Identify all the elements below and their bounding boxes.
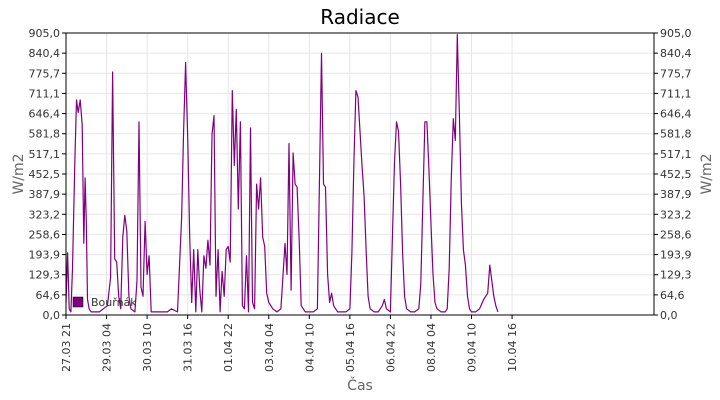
y-tick-label-right: 775,7 [660, 67, 692, 80]
legend-label: Bouřňák [91, 296, 137, 309]
plot-frame [65, 32, 655, 316]
x-tick-label: 01.04 22 [222, 323, 235, 372]
y-tick-label-right: 387,9 [660, 188, 692, 201]
x-tick-label: 06.04 22 [384, 323, 397, 372]
y-tick-label-right: 193,9 [660, 249, 692, 262]
y-tick-label-left: 517,1 [29, 148, 61, 161]
y-tick-label-right: 323,2 [660, 208, 692, 221]
y-tick-label-left: 323,2 [29, 208, 61, 221]
legend: Bouřňák [72, 296, 137, 309]
series-line [65, 33, 499, 313]
y-tick-label-left: 0,0 [43, 309, 61, 322]
y-tick-label-left: 840,4 [29, 47, 61, 60]
x-tick-label: 04.04 10 [303, 323, 316, 372]
y-axis-left: 0,0 64,6 129,3 193,9 258,6 323,2 387,9 452,5 517… [29, 27, 66, 322]
y-tick-label-right: 258,6 [660, 228, 692, 241]
y-tick-label-left: 129,3 [29, 269, 61, 282]
y-tick-label-left: 387,9 [29, 188, 61, 201]
y-tick-label-left: 193,9 [29, 249, 61, 262]
x-axis-label: Čas [347, 376, 373, 394]
y-tick-label-left: 905,0 [29, 27, 61, 40]
x-axis: 27.03 21 29.03 04 30.03 10 31.03 16 01.04 22… [60, 315, 519, 372]
y-tick-label-right: 452,5 [660, 168, 692, 181]
x-tick-label: 31.03 16 [182, 323, 195, 372]
x-tick-label: 05.04 16 [344, 323, 357, 372]
y-tick-label-right: 840,4 [660, 47, 692, 60]
y-axis-label-left: W/m2 [11, 153, 27, 194]
chart-title: Radiace [320, 5, 400, 29]
series-group [65, 33, 499, 313]
y-tick-label-right: 0,0 [660, 309, 678, 322]
grid-lines [66, 33, 654, 315]
y-tick-label-right: 64,6 [660, 289, 685, 302]
y-tick-label-right: 581,8 [660, 128, 692, 141]
y-tick-label-left: 646,4 [29, 108, 61, 121]
y-tick-label-right: 905,0 [660, 27, 692, 40]
y-tick-label-left: 258,6 [29, 228, 61, 241]
x-tick-label: 27.03 21 [60, 323, 73, 372]
y-tick-label-right: 129,3 [660, 269, 692, 282]
y-tick-label-right: 517,1 [660, 148, 692, 161]
y-tick-label-left: 452,5 [29, 168, 61, 181]
y-tick-label-left: 64,6 [36, 289, 61, 302]
y-tick-label-left: 711,1 [29, 87, 61, 100]
x-tick-label: 03.04 04 [263, 323, 276, 372]
x-tick-label: 09.04 10 [466, 323, 479, 372]
x-tick-label: 08.04 04 [425, 323, 438, 372]
y-tick-label-right: 711,1 [660, 87, 692, 100]
y-tick-label-left: 581,8 [29, 128, 61, 141]
y-axis-label-right: W/m2 [699, 153, 715, 194]
legend-swatch [72, 296, 84, 308]
x-tick-label: 29.03 04 [101, 323, 114, 372]
x-tick-label: 10.04 16 [506, 323, 519, 372]
y-axis-right: 0,0 64,6 129,3 193,9 258,6 323,2 387,9 452,5 517… [654, 27, 692, 322]
x-tick-label: 30.03 10 [141, 323, 154, 372]
y-tick-label-right: 646,4 [660, 108, 692, 121]
y-tick-label-left: 775,7 [29, 67, 61, 80]
